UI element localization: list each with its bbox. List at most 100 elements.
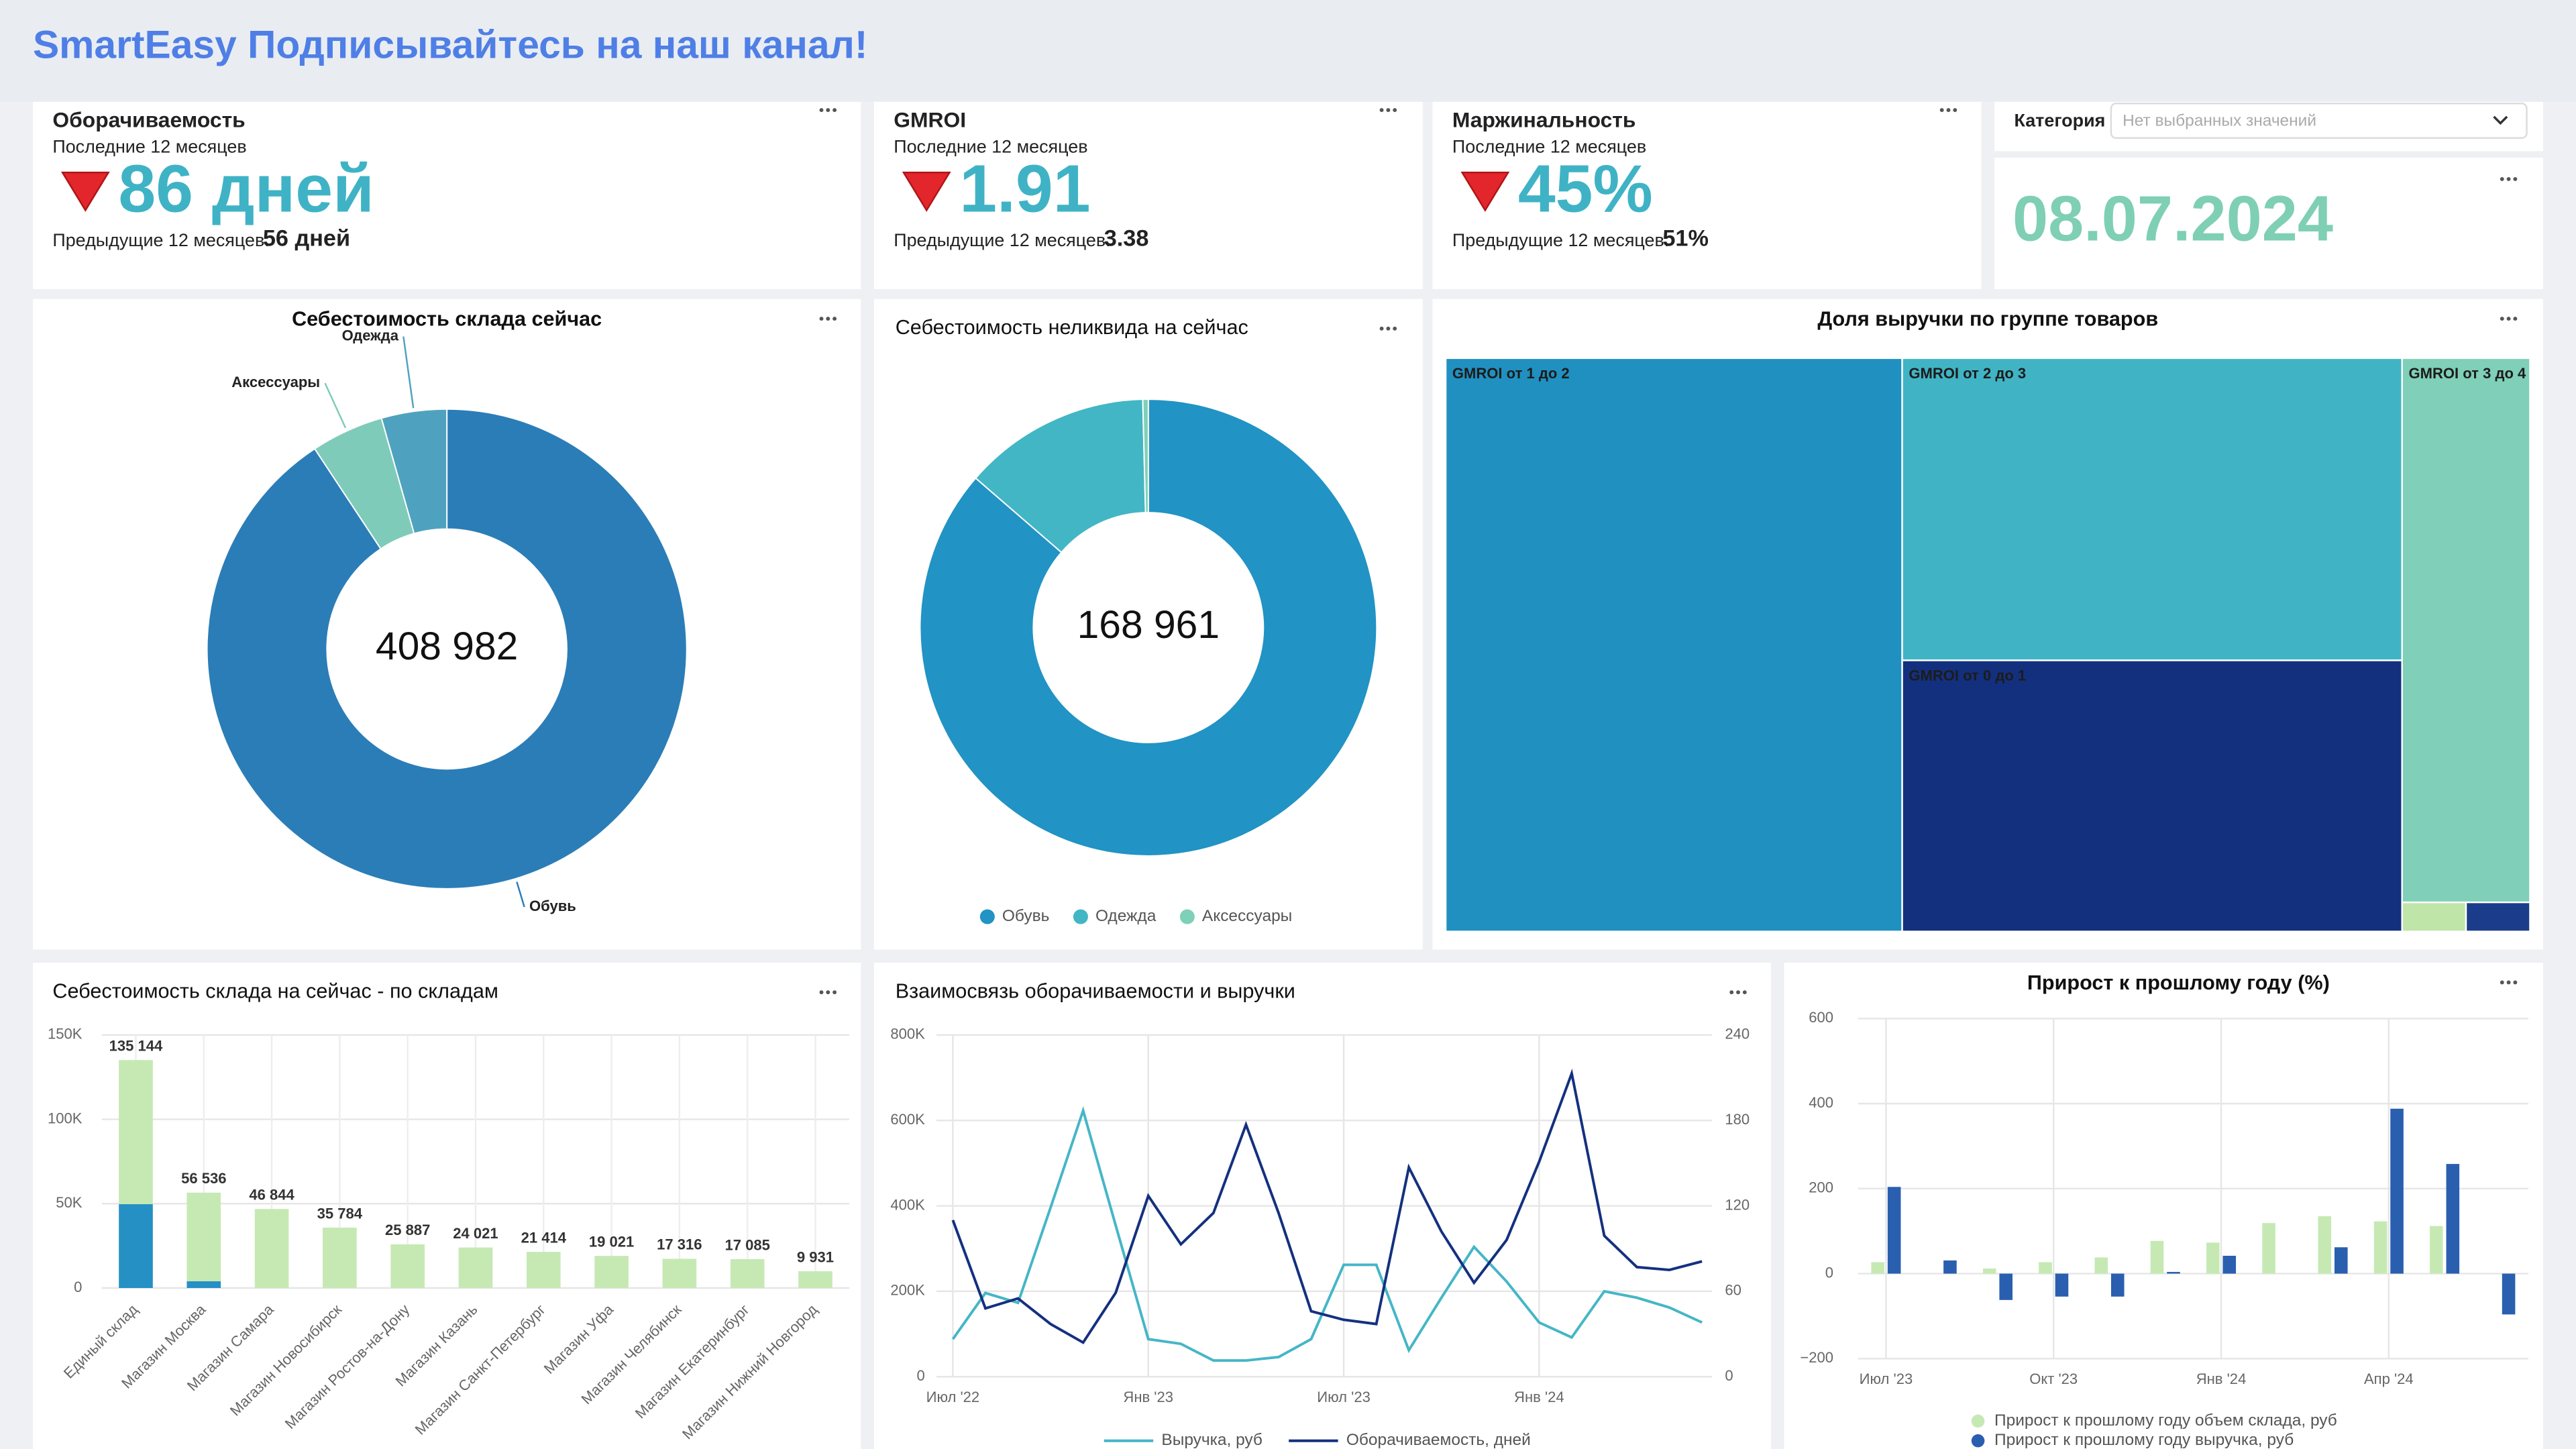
bar: [2334, 1247, 2348, 1274]
kpi-title: Оборачиваемость: [52, 108, 245, 132]
date-value: 08.07.2024: [2012, 183, 2333, 254]
filter-select[interactable]: Нет выбранных значений: [2110, 103, 2528, 139]
kpi-value: 45%: [1518, 151, 1653, 226]
menu-button[interactable]: [1729, 990, 1747, 995]
total-label: 19 021: [589, 1233, 634, 1250]
menu-button[interactable]: [1939, 108, 1957, 113]
y-tick-label: 180: [1725, 1111, 1750, 1128]
bar: [2390, 1108, 2404, 1274]
legend-label: Аксессуары: [1202, 907, 1292, 925]
down-arrow-icon: [60, 171, 110, 212]
card: [32, 963, 861, 1449]
y-tick-label: 400: [1809, 1094, 1833, 1111]
bar: [2055, 1273, 2069, 1297]
y-tick-label: 100K: [48, 1110, 83, 1126]
line-series: [951, 1068, 1703, 1344]
y-tick-label: 0: [74, 1279, 82, 1295]
card: [1432, 101, 1982, 290]
treemap-cell: [2401, 357, 2531, 904]
select-box[interactable]: [2110, 103, 2528, 139]
menu-button[interactable]: [819, 108, 837, 113]
menu-button[interactable]: [1379, 326, 1397, 331]
kpi-previous-value: 3.38: [1104, 226, 1149, 252]
chart-title: Себестоимость склада на сейчас - по скла…: [52, 979, 498, 1002]
total-label: 35 784: [317, 1205, 363, 1222]
y-tick-label: 150K: [48, 1026, 83, 1042]
chart-title: Прирост к прошлому году (%): [2027, 971, 2330, 994]
legend-label: Одежда: [1095, 907, 1157, 925]
bar: [119, 1204, 153, 1288]
bar: [730, 1259, 765, 1288]
treemap-label: GMROI от 2 до 3: [1909, 365, 2026, 382]
total-label: 21 414: [521, 1229, 567, 1246]
kpi-previous-label: Предыдущие 12 месяцев:: [1452, 230, 1669, 250]
x-tick-label: Апр '24: [2364, 1371, 2414, 1387]
bar: [2446, 1164, 2460, 1274]
y-tick-label: 600K: [890, 1111, 925, 1128]
menu-button[interactable]: [819, 990, 837, 995]
donut-slice: [206, 408, 688, 890]
y-tick-label: 50K: [56, 1194, 83, 1211]
center-label: 168 961: [1077, 603, 1220, 647]
x-tick-label: Июл '23: [1317, 1389, 1371, 1405]
bar: [186, 1281, 221, 1288]
x-tick-label: Окт '23: [2029, 1371, 2078, 1387]
legend-label: Прирост к прошлому году объем склада, ру…: [1994, 1411, 2337, 1430]
bar: [594, 1256, 629, 1288]
bar: [2110, 1273, 2125, 1297]
y-tick-label: 0: [1725, 1367, 1733, 1384]
down-arrow-icon: [1460, 171, 1510, 212]
bar: [2094, 1257, 2108, 1274]
slice-label: Обувь: [529, 898, 576, 914]
total-label: 17 085: [724, 1236, 769, 1253]
treemap-cell: [1901, 357, 2403, 661]
slice-label: Одежда: [342, 327, 399, 343]
legend-label: Обувь: [1002, 907, 1049, 925]
menu-button[interactable]: [2500, 317, 2518, 321]
chart-title: Себестоимость неликвида на сейчас: [896, 316, 1248, 339]
bar: [186, 1192, 221, 1281]
header-band: [0, 0, 2576, 102]
menu-button[interactable]: [2500, 177, 2518, 181]
kpi-title: Маржинальность: [1452, 108, 1636, 132]
total-label: 25 887: [385, 1222, 430, 1238]
filter-label: Категория: [2014, 110, 2105, 130]
treemap-label: GMROI от 0 до 1: [1909, 667, 2026, 684]
treemap-cell: [1901, 659, 2403, 932]
treemap-cell: [2401, 901, 2467, 932]
treemap-label: GMROI от 3 до 4: [2408, 365, 2526, 382]
bar: [798, 1271, 833, 1288]
legend-label: Оборачиваемость, дней: [1346, 1431, 1531, 1449]
kpi-value: 86 дней: [118, 151, 374, 226]
bar: [119, 1060, 153, 1205]
bar: [2430, 1226, 2443, 1274]
x-tick-label: Янв '24: [2196, 1371, 2247, 1387]
bar: [526, 1252, 561, 1288]
x-tick-label: Июл '23: [1860, 1371, 1913, 1387]
menu-button[interactable]: [1379, 108, 1397, 113]
chart-title: Себестоимость склада сейчас: [292, 308, 602, 331]
bar: [1887, 1187, 1901, 1274]
menu-button[interactable]: [819, 317, 837, 321]
kpi-subtitle: Последние 12 месяцев: [894, 137, 1087, 157]
kpi-subtitle: Последние 12 месяцев: [1452, 137, 1646, 157]
bar: [662, 1258, 697, 1288]
card: [1994, 158, 2544, 290]
x-tick-label: Янв '24: [1514, 1389, 1564, 1405]
bar: [323, 1228, 357, 1288]
y-tick-label: 400K: [890, 1196, 925, 1213]
total-label: 17 316: [657, 1236, 702, 1253]
y-tick-label: 240: [1725, 1026, 1750, 1042]
legend-marker: [979, 909, 995, 924]
card: [873, 101, 1423, 290]
kpi-previous-value: 51%: [1662, 226, 1709, 252]
kpi-previous-label: Предыдущие 12 месяцев:: [894, 230, 1110, 250]
total-label: 9 931: [797, 1248, 834, 1265]
donut-slice: [975, 398, 1146, 553]
total-label: 135 144: [109, 1037, 163, 1054]
y-tick-label: 0: [917, 1367, 925, 1384]
chart-title: Взаимосвязь оборачиваемости и выручки: [896, 979, 1295, 1002]
bar: [2206, 1242, 2220, 1274]
menu-button[interactable]: [2500, 980, 2518, 985]
